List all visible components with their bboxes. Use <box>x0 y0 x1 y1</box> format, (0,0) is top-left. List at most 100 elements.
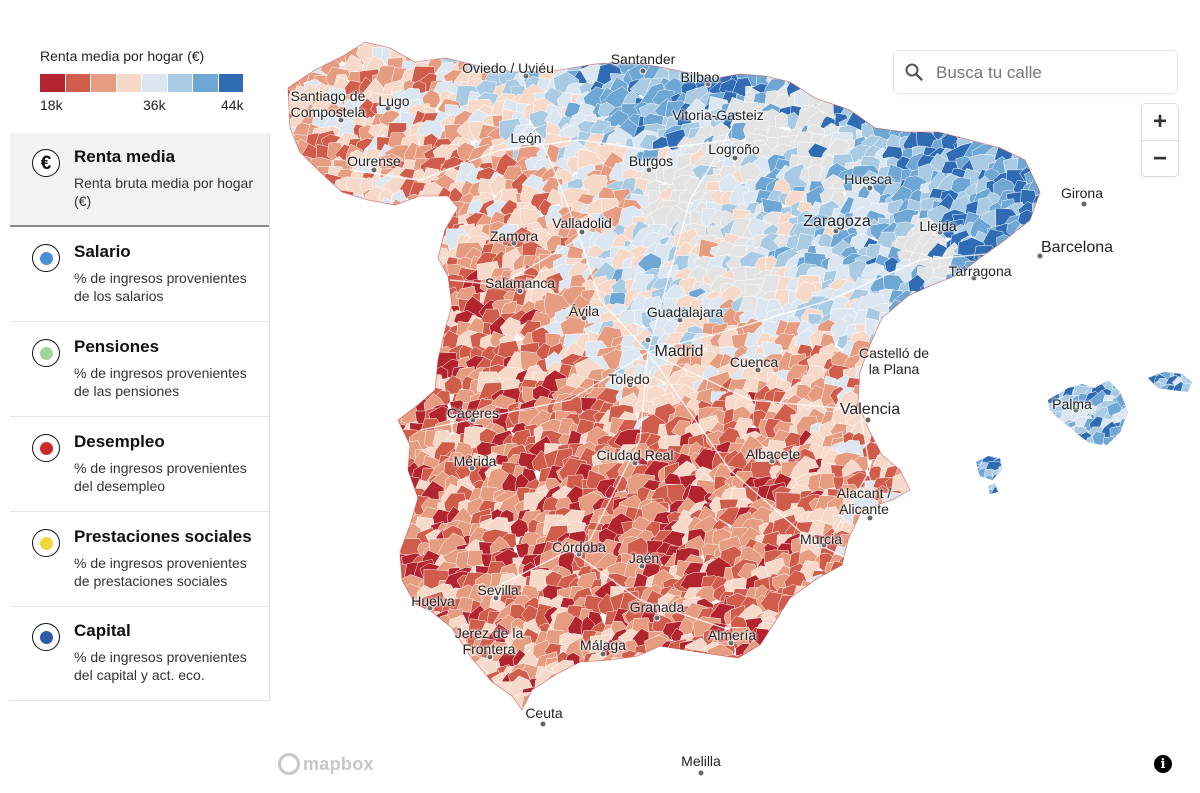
municipality-cell[interactable] <box>483 685 499 700</box>
municipality-cell[interactable] <box>1017 209 1044 235</box>
municipality-cell[interactable] <box>396 246 421 270</box>
municipality-cell[interactable] <box>325 364 345 387</box>
municipality-cell[interactable] <box>551 704 576 731</box>
municipality-cell[interactable] <box>875 565 892 583</box>
municipality-cell[interactable] <box>1000 457 1021 477</box>
municipality-cell[interactable] <box>950 550 970 567</box>
municipality-cell[interactable] <box>451 22 475 44</box>
municipality-cell[interactable] <box>370 485 393 509</box>
municipality-cell[interactable] <box>963 323 984 343</box>
municipality-cell[interactable] <box>964 272 993 301</box>
municipality-cell[interactable] <box>1007 573 1031 595</box>
municipality-cell[interactable] <box>1023 304 1041 325</box>
municipality-cell[interactable] <box>949 297 972 318</box>
municipality-cell[interactable] <box>931 343 954 373</box>
municipality-cell[interactable] <box>880 637 911 664</box>
municipality-cell[interactable] <box>892 327 906 345</box>
municipality-cell[interactable] <box>886 404 907 425</box>
municipality-cell[interactable] <box>374 528 397 557</box>
municipality-cell[interactable] <box>825 24 849 45</box>
municipality-cell[interactable] <box>380 482 402 505</box>
municipality-cell[interactable] <box>961 328 987 351</box>
municipality-cell[interactable] <box>973 562 993 583</box>
municipality-cell[interactable] <box>346 266 369 288</box>
municipality-cell[interactable] <box>319 37 337 55</box>
municipality-cell[interactable] <box>320 248 343 270</box>
municipality-cell[interactable] <box>303 529 326 554</box>
municipality-cell[interactable] <box>965 343 987 366</box>
municipality-cell[interactable] <box>1052 434 1068 448</box>
municipality-cell[interactable] <box>307 526 335 552</box>
municipality-cell[interactable] <box>428 301 446 323</box>
municipality-cell[interactable] <box>1003 492 1030 518</box>
municipality-cell[interactable] <box>977 542 995 560</box>
municipality-cell[interactable] <box>1001 311 1030 341</box>
municipality-cell[interactable] <box>330 560 349 581</box>
municipality-cell[interactable] <box>797 613 821 638</box>
municipality-cell[interactable] <box>1011 644 1040 671</box>
municipality-cell[interactable] <box>347 384 373 416</box>
municipality-cell[interactable] <box>318 682 349 708</box>
municipality-cell[interactable] <box>1012 106 1028 122</box>
municipality-cell[interactable] <box>485 705 510 734</box>
municipality-cell[interactable] <box>593 661 611 680</box>
municipality-cell[interactable] <box>347 277 365 298</box>
municipality-cell[interactable] <box>961 543 982 563</box>
municipality-cell[interactable] <box>300 217 328 246</box>
municipality-cell[interactable] <box>727 673 756 703</box>
municipality-cell[interactable] <box>436 640 455 667</box>
municipality-cell[interactable] <box>401 688 419 706</box>
municipality-cell[interactable] <box>953 324 972 344</box>
municipality-cell[interactable] <box>411 626 438 651</box>
municipality-cell[interactable] <box>836 643 852 660</box>
municipality-cell[interactable] <box>354 275 379 303</box>
municipality-cell[interactable] <box>907 495 936 520</box>
municipality-cell[interactable] <box>308 385 331 414</box>
municipality-cell[interactable] <box>319 592 345 619</box>
municipality-cell[interactable] <box>409 686 432 707</box>
municipality-cell[interactable] <box>620 708 639 727</box>
municipality-cell[interactable] <box>983 330 1001 347</box>
municipality-cell[interactable] <box>290 200 313 221</box>
municipality-cell[interactable] <box>841 635 868 662</box>
municipality-cell[interactable] <box>917 650 940 674</box>
municipality-cell[interactable] <box>847 587 864 603</box>
municipality-cell[interactable] <box>311 511 334 530</box>
municipality-cell[interactable] <box>994 631 1014 645</box>
municipality-cell[interactable] <box>909 520 929 543</box>
municipality-cell[interactable] <box>275 614 298 642</box>
municipality-cell[interactable] <box>374 455 401 477</box>
municipality-cell[interactable] <box>952 547 973 568</box>
municipality-cell[interactable] <box>980 387 1009 410</box>
municipality-cell[interactable] <box>369 655 390 673</box>
municipality-cell[interactable] <box>868 345 885 360</box>
municipality-cell[interactable] <box>1006 529 1030 554</box>
municipality-cell[interactable] <box>934 574 952 599</box>
municipality-cell[interactable] <box>352 569 366 586</box>
municipality-cell[interactable] <box>862 540 881 557</box>
municipality-cell[interactable] <box>940 413 959 429</box>
municipality-cell[interactable] <box>581 685 599 706</box>
municipality-cell[interactable] <box>887 418 908 440</box>
municipality-cell[interactable] <box>858 664 885 686</box>
municipality-cell[interactable] <box>907 460 934 487</box>
municipality-cell[interactable] <box>534 43 552 66</box>
municipality-cell[interactable] <box>341 525 372 552</box>
municipality-cell[interactable] <box>876 401 894 420</box>
municipality-cell[interactable] <box>764 700 788 724</box>
municipality-cell[interactable] <box>357 520 377 539</box>
municipality-cell[interactable] <box>938 598 962 616</box>
municipality-cell[interactable] <box>420 650 441 673</box>
municipality-cell[interactable] <box>852 619 870 641</box>
municipality-cell[interactable] <box>874 662 893 683</box>
municipality-cell[interactable] <box>941 708 958 725</box>
municipality-cell[interactable] <box>1003 344 1026 366</box>
municipality-cell[interactable] <box>340 592 370 623</box>
municipality-cell[interactable] <box>313 353 339 378</box>
municipality-cell[interactable] <box>714 677 735 697</box>
variable-item-prestaciones-sociales[interactable]: Prestaciones sociales% de ingresos prove… <box>10 513 269 607</box>
municipality-cell[interactable] <box>353 448 383 477</box>
municipality-cell[interactable] <box>981 366 1005 385</box>
municipality-cell[interactable] <box>1027 686 1047 706</box>
municipality-cell[interactable] <box>355 19 379 45</box>
